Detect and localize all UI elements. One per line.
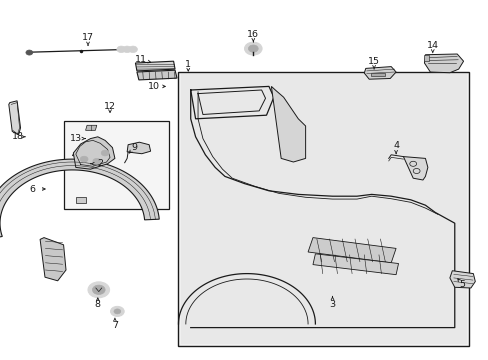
Polygon shape xyxy=(40,238,66,281)
Polygon shape xyxy=(424,54,463,73)
Polygon shape xyxy=(73,137,115,169)
Circle shape xyxy=(88,282,109,298)
Polygon shape xyxy=(312,254,398,275)
Bar xyxy=(370,73,385,76)
Polygon shape xyxy=(403,157,427,180)
Circle shape xyxy=(93,158,101,164)
Text: 9: 9 xyxy=(131,143,137,152)
Circle shape xyxy=(101,150,109,156)
Polygon shape xyxy=(271,86,305,162)
Text: 8: 8 xyxy=(95,300,101,309)
Circle shape xyxy=(117,46,125,53)
Polygon shape xyxy=(85,125,97,130)
Polygon shape xyxy=(137,70,177,80)
Text: 2: 2 xyxy=(97,159,103,168)
Polygon shape xyxy=(424,55,428,61)
Polygon shape xyxy=(72,149,95,159)
Text: 1: 1 xyxy=(185,60,191,69)
Polygon shape xyxy=(135,61,175,71)
Text: 16: 16 xyxy=(247,30,259,39)
Polygon shape xyxy=(364,67,395,79)
Circle shape xyxy=(80,156,88,162)
Text: 5: 5 xyxy=(458,280,464,289)
Text: 15: 15 xyxy=(367,57,379,66)
Circle shape xyxy=(122,46,131,53)
Text: 17: 17 xyxy=(82,33,94,42)
Circle shape xyxy=(92,285,105,294)
Circle shape xyxy=(26,50,33,55)
Bar xyxy=(178,72,468,346)
Text: 10: 10 xyxy=(148,82,160,91)
Circle shape xyxy=(110,306,124,316)
Text: 4: 4 xyxy=(392,141,398,150)
Bar xyxy=(76,197,85,203)
Circle shape xyxy=(114,309,121,314)
Text: 12: 12 xyxy=(104,102,116,111)
Polygon shape xyxy=(0,159,159,239)
Circle shape xyxy=(128,46,137,53)
Text: 3: 3 xyxy=(329,300,335,309)
Text: 18: 18 xyxy=(12,132,24,141)
Polygon shape xyxy=(307,238,395,263)
Text: 11: 11 xyxy=(135,55,146,64)
Text: 13: 13 xyxy=(70,134,81,143)
Bar xyxy=(63,121,168,209)
Polygon shape xyxy=(127,142,150,154)
Polygon shape xyxy=(9,101,20,135)
Polygon shape xyxy=(449,271,474,288)
Circle shape xyxy=(248,45,258,52)
Circle shape xyxy=(244,42,262,55)
Bar xyxy=(181,74,466,344)
Text: 6: 6 xyxy=(30,184,36,194)
Text: 14: 14 xyxy=(426,40,438,49)
Text: 7: 7 xyxy=(112,321,118,330)
